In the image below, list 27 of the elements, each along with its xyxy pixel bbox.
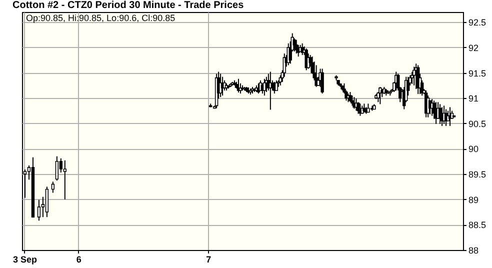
y-tick-label: 89 <box>468 194 479 205</box>
candlestick <box>356 102 360 114</box>
candlestick <box>37 199 41 222</box>
chart-subtitle: Op:90.85, Hi:90.85, Lo:90.6, Cl:90.85 <box>26 13 176 23</box>
x-tick-label: 7 <box>206 254 212 264</box>
y-tick-label: 91.5 <box>468 68 486 78</box>
candlestick <box>262 78 266 96</box>
y-tick-label: 92.5 <box>468 18 486 28</box>
candlestick <box>63 160 67 200</box>
candlestick <box>438 104 442 124</box>
y-tick-label: 89.5 <box>468 170 486 180</box>
candlestick <box>320 68 324 94</box>
candlestick <box>350 95 354 106</box>
y-tick-label: 88.5 <box>468 220 486 230</box>
candlestick <box>292 38 296 52</box>
y-tick-label: 91 <box>468 94 479 104</box>
y-tick-label: 90.5 <box>468 118 486 129</box>
chart-title: Cotton #2 - CTZ0 Period 30 Minute - Trade Prices <box>12 0 244 11</box>
y-tick-label: 92 <box>468 42 479 53</box>
x-tick-label: 6 <box>76 254 82 264</box>
y-tick-label: 88 <box>468 246 479 256</box>
x-tick-label: 3 Sep <box>12 254 38 264</box>
candlestick <box>294 39 298 54</box>
candlestick <box>45 186 49 218</box>
candlestick <box>51 181 55 194</box>
candlestick <box>55 156 59 182</box>
y-tick-label: 90 <box>468 144 479 154</box>
